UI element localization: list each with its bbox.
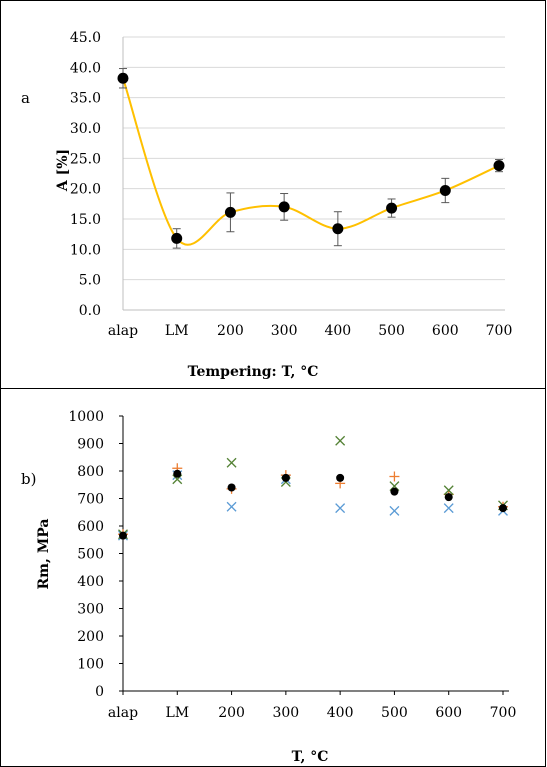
chart-b-dot-marker [173, 469, 182, 478]
chart-b-axes [119, 415, 509, 695]
chart-a-x-tick-label: 600 [432, 323, 459, 339]
chart-b-dot-marker [281, 473, 290, 482]
chart-a-data-point [386, 202, 398, 214]
chart-b-plus-marker [389, 471, 400, 482]
chart-b-x-marker [226, 501, 237, 512]
chart-b-y-tick-label: 0 [95, 684, 104, 700]
chart-b-y-tick-label: 500 [77, 547, 104, 563]
chart-b-x-tick-label: 500 [381, 705, 408, 721]
chart-b-y-tick-label: 900 [77, 437, 104, 453]
chart-a-x-tick-label: 200 [217, 323, 244, 339]
chart-b-x-tick-labels: alap LM 200 300 400 500 600 700 [108, 705, 516, 721]
chart-b-dot-marker [499, 504, 507, 513]
chart-b-panel-letter: b) [21, 470, 36, 488]
chart-a-data-point [278, 201, 290, 213]
chart-a-y-tick-label: 45.0 [70, 30, 101, 46]
chart-a-y-tick-label: 15.0 [70, 212, 101, 228]
chart-b-x-marker-stroke [335, 435, 346, 446]
chart-a-axes [122, 37, 505, 311]
chart-a-x-tick-labels: alap LM 200 300 400 500 600 700 [108, 323, 512, 339]
chart-b-y-tick-label: 400 [77, 574, 104, 590]
chart-a-y-tick-label: 0.0 [79, 303, 101, 319]
chart-a-x-tick-label: 400 [324, 323, 351, 339]
chart-b-y-tick-label: 1000 [68, 409, 104, 425]
chart-a-data-point [493, 160, 505, 172]
chart-b-dot-marker [119, 531, 127, 540]
chart-b-y-tick-labels: 0 100 200 300 400 500 600 700 800 900 1000 [68, 409, 104, 700]
chart-a-panel-letter: a [21, 89, 30, 107]
chart-b-x-marker [443, 485, 454, 496]
chart-b-x-tick-label: 600 [435, 705, 462, 721]
chart-b-x-tick-label: 300 [272, 705, 299, 721]
chart-b-x-marker-stroke [443, 503, 454, 514]
chart-b-y-tick-label: 100 [77, 657, 104, 673]
chart-a-x-tick-label: alap [108, 323, 138, 339]
chart-b-dot-marker [336, 473, 345, 482]
chart-b-x-tick-label: alap [108, 705, 138, 721]
chart-a-y-axis-title: A [%] [55, 149, 71, 192]
chart-b-y-tick-label: 600 [77, 519, 104, 535]
chart-b-x-tick-label: 200 [218, 705, 245, 721]
chart-b-x-marker-stroke [226, 501, 237, 512]
chart-b-x-marker [335, 435, 346, 446]
chart-a-x-axis-title: Tempering: T, °C [188, 364, 319, 380]
chart-b-x-marker-stroke [443, 485, 454, 496]
chart-b-x-tick-label: 700 [490, 705, 517, 721]
chart-a-data-point [224, 206, 236, 218]
chart-a-data-point [117, 72, 129, 84]
chart-b-x-marker [443, 503, 454, 514]
chart-a-data-point [439, 184, 451, 196]
chart-b-x-tick-label: LM [165, 705, 189, 721]
chart-a-y-tick-label: 35.0 [70, 91, 101, 107]
chart-b-dot-marker [390, 487, 399, 496]
chart-b-x-marker-stroke [226, 457, 237, 468]
chart-b-y-tick-label: 300 [77, 602, 104, 618]
chart-b-x-marker-stroke [335, 503, 346, 514]
chart-b-x-marker-stroke [389, 505, 400, 516]
chart-b-y-tick-label: 800 [77, 464, 104, 480]
chart-b-x-marker [335, 503, 346, 514]
chart-a-y-tick-label: 30.0 [70, 121, 101, 137]
chart-a-y-tick-label: 5.0 [79, 273, 101, 289]
chart-b-x-marker [389, 505, 400, 516]
chart-a-y-tick-labels: 0.0 5.0 10.0 15.0 20.0 25.0 30.0 35.0 40.0 45.0 [70, 30, 101, 319]
chart-a-data-point [332, 223, 344, 235]
chart-b-y-tick-label: 700 [77, 492, 104, 508]
chart-b-x-tick-label: 400 [327, 705, 354, 721]
chart-b-x-axis-title: T, °C [292, 749, 329, 765]
chart-b-dot-marker [444, 493, 453, 502]
chart-a-data-point [171, 232, 183, 244]
chart-b-dot-marker [227, 483, 236, 492]
chart-b-x-marker [226, 457, 237, 468]
chart-a-x-tick-label: 500 [378, 323, 405, 339]
chart-a-x-tick-label: LM [165, 323, 189, 339]
chart-b: 0 100 200 300 400 500 600 700 800 900 1000 alap LM 2… [0, 388, 546, 767]
chart-b-y-tick-label: 200 [77, 629, 104, 645]
chart-a-plot-area [117, 68, 505, 249]
chart-b-plot-area [118, 435, 508, 541]
chart-b-y-axis-title: Rm, MPa [36, 519, 52, 590]
chart-a-x-tick-label: 700 [486, 323, 513, 339]
chart-a-x-tick-label: 300 [271, 323, 298, 339]
chart-a-y-tick-label: 10.0 [70, 242, 101, 258]
chart-a-y-tick-label: 20.0 [70, 182, 101, 198]
chart-a-y-tick-label: 25.0 [70, 151, 101, 167]
chart-a-series-line [122, 77, 500, 246]
chart-a-y-tick-label: 40.0 [70, 60, 101, 76]
chart-a: 0.0 5.0 10.0 15.0 20.0 25.0 30.0 35.0 40.0 45.0 a… [0, 0, 546, 389]
